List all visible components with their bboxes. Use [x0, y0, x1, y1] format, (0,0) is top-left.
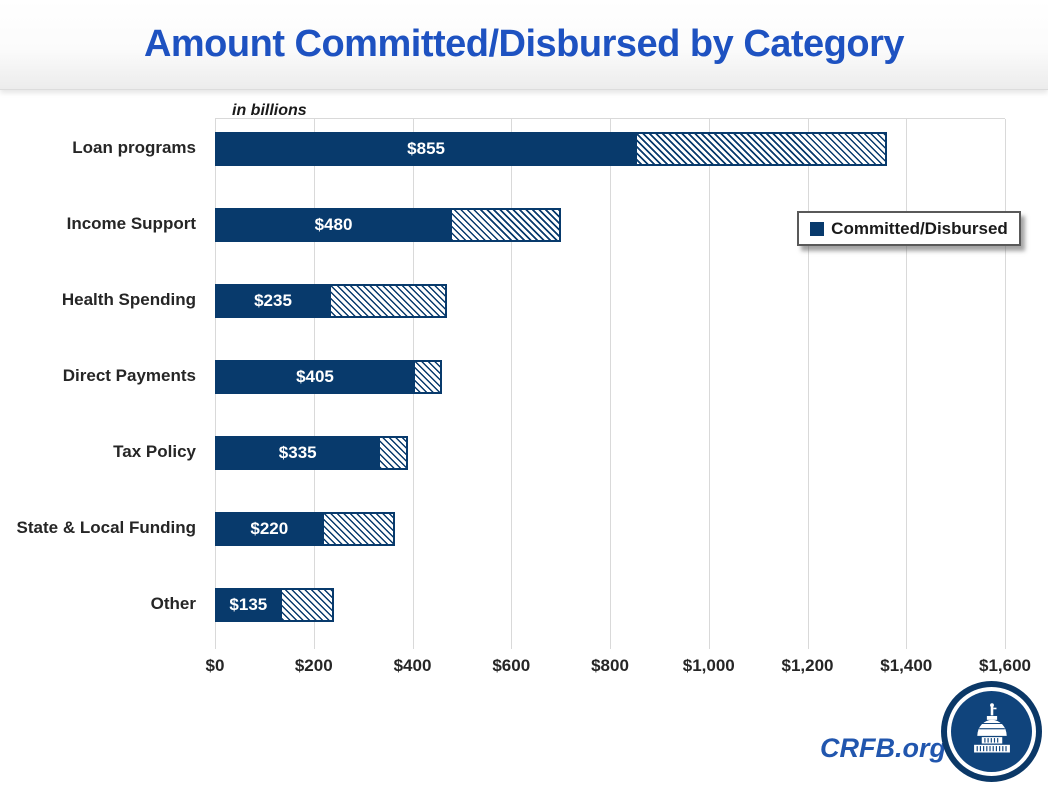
bar-committed-5: $335	[215, 436, 381, 470]
bar-committed-2: $480	[215, 208, 452, 242]
logo-disk	[951, 691, 1032, 772]
bar-total-2: $480	[215, 208, 561, 242]
category-label-3: Health Spending	[61, 290, 196, 309]
x-tick-label-1600: $1,600	[979, 656, 1031, 675]
x-tick-label-200: $200	[294, 656, 333, 675]
gridline-1600	[1005, 119, 1006, 649]
category-label-2: Income Support	[66, 214, 196, 233]
x-tick-label-600: $600	[492, 656, 531, 675]
legend-label: Committed/Disbursed	[831, 218, 1008, 238]
category-axis: Loan programs Income Support Health Spendi…	[0, 118, 196, 648]
bar-committed-7: $135	[215, 588, 282, 622]
gridline-1400	[906, 119, 908, 649]
bar-committed-4: $405	[215, 360, 415, 394]
crfb-site-link[interactable]: CRFB.org	[820, 733, 946, 763]
gridline-1200	[807, 119, 809, 649]
bar-committed-6: $220	[215, 512, 324, 546]
bar-value-label: $405	[296, 367, 334, 386]
value-axis: $0 $200 $400 $600 $800 $1,000 $1,200 $1,400 $1,6…	[0, 656, 1048, 682]
bar-total-3: $235	[215, 284, 448, 318]
logo-white-ring	[947, 687, 1036, 776]
category-label-6: State & Local Funding	[16, 518, 196, 537]
bar-total-6: $220	[215, 512, 396, 546]
x-tick-label-1400: $1,400	[880, 656, 933, 675]
x-tick-label-0: $0	[205, 656, 225, 675]
bar-total-1: $855	[215, 132, 887, 166]
bar-value-label: $335	[278, 443, 317, 462]
capitol-dome-icon	[973, 702, 1010, 752]
bar-total-5: $335	[215, 436, 408, 470]
bar-value-label: $135	[229, 595, 268, 614]
units-note: in billions	[232, 102, 307, 119]
gridline-800	[610, 119, 611, 649]
legend: Committed/Disbursed	[797, 211, 1021, 246]
bar-value-label: $480	[314, 215, 353, 234]
category-label-1: Loan programs	[72, 138, 196, 157]
x-tick-label-800: $800	[591, 656, 629, 675]
bar-total-4: $405	[215, 360, 443, 394]
bar-value-label: $220	[250, 519, 289, 538]
bar-value-label: $235	[254, 291, 292, 310]
gridline-1000	[708, 119, 710, 649]
plot-area: $855 $480 $235 $405 $335 $220 $135	[215, 118, 1006, 649]
bar-value-label: $855	[407, 139, 445, 158]
page-title: Amount Committed/Disbursed by Category	[143, 23, 905, 65]
bar-committed-3: $235	[215, 284, 332, 318]
legend-swatch-committed	[810, 221, 825, 236]
x-tick-label-1200: $1,200	[781, 656, 834, 675]
category-label-7: Other	[150, 594, 196, 613]
crfb-capitol-logo	[941, 681, 1042, 782]
x-tick-label-400: $400	[393, 656, 432, 675]
header-band: Amount Committed/Disbursed by Category	[0, 0, 1048, 90]
category-label-5: Tax Policy	[113, 442, 196, 461]
bar-total-7: $135	[215, 588, 334, 622]
category-label-4: Direct Payments	[62, 366, 196, 385]
gridline-600	[511, 119, 513, 649]
bar-committed-1: $855	[215, 132, 638, 166]
x-tick-label-1000: $1,000	[682, 656, 735, 675]
